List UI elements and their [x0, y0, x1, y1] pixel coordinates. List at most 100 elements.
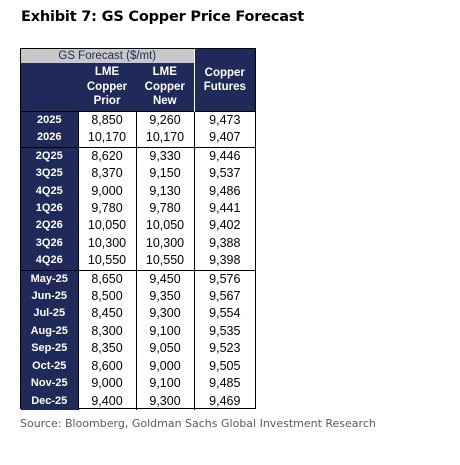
row-label: Sep-25 [21, 340, 78, 358]
forecast-table-body: 2025 8,850 9,260 9,473 2026 10,170 10,170 9,407… [21, 111, 256, 410]
lme-prior-value: 8,650 [77, 269, 136, 289]
lme-prior-value: 8,450 [77, 305, 136, 323]
row-label: 4Q25 [21, 182, 78, 201]
table-row: 2026 10,170 10,170 9,407 [21, 129, 256, 148]
lme-prior-value: 10,300 [77, 234, 136, 253]
lme-prior-value: 9,000 [77, 182, 136, 201]
lme-new-value: 9,130 [135, 182, 195, 201]
futures-value: 9,469 [193, 392, 256, 410]
futures-value: 9,441 [193, 200, 256, 218]
table-row: Nov-25 9,000 9,100 9,485 [21, 375, 256, 393]
futures-value: 9,576 [193, 269, 256, 289]
forecast-table: GS Forecast ($/mt) Copper Futures LME Co… [21, 49, 256, 410]
lme-new-value: 10,170 [135, 129, 195, 148]
lme-new-value: 9,330 [135, 146, 195, 166]
futures-value: 9,398 [193, 252, 256, 271]
futures-value: 9,523 [193, 340, 256, 358]
futures-value: 9,388 [193, 234, 256, 253]
table-row: Dec-25 9,400 9,300 9,469 [21, 392, 256, 410]
table-row: Sep-25 8,350 9,050 9,523 [21, 340, 256, 358]
lme-prior-value: 10,170 [77, 129, 136, 148]
futures-value: 9,567 [193, 288, 256, 306]
row-label: 3Q25 [21, 165, 78, 183]
lme-new-value: 9,000 [135, 357, 195, 376]
futures-value: 9,535 [193, 322, 256, 341]
futures-header-line-1: Copper [204, 66, 245, 79]
table-row: 2025 8,850 9,260 9,473 [21, 111, 256, 130]
table-row: 3Q26 10,300 10,300 9,388 [21, 234, 256, 253]
row-label: 3Q26 [21, 234, 78, 253]
forecast-table-container: GS Forecast ($/mt) Copper Futures LME Co… [20, 48, 256, 410]
lme-new-value: 10,550 [135, 252, 195, 271]
gs-forecast-group-header: GS Forecast ($/mt) [21, 49, 195, 63]
lme-new-value: 9,300 [135, 305, 195, 323]
lme-prior-value: 8,600 [77, 357, 136, 376]
lme-prior-value: 9,400 [77, 392, 136, 410]
table-row: Aug-25 8,300 9,100 9,535 [21, 322, 256, 341]
table-row: 1Q26 9,780 9,780 9,441 [21, 200, 256, 218]
row-label: 2Q26 [21, 217, 78, 235]
futures-value: 9,446 [193, 146, 256, 166]
row-label: Jun-25 [21, 288, 78, 306]
futures-value: 9,486 [193, 182, 256, 201]
row-label: 2Q25 [21, 146, 78, 166]
header-corner [21, 63, 78, 112]
lme-new-value: 9,050 [135, 340, 195, 358]
lme-prior-value: 9,000 [77, 375, 136, 393]
new-header-line-1: LME [152, 66, 177, 79]
lme-prior-value: 10,550 [77, 252, 136, 271]
futures-value: 9,473 [193, 111, 256, 130]
source-note: Source: Bloomberg, Goldman Sachs Global … [20, 417, 376, 430]
row-label: 4Q26 [21, 252, 78, 271]
table-row: 2Q25 8,620 9,330 9,446 [21, 146, 256, 166]
table-row: 4Q26 10,550 10,550 9,398 [21, 252, 256, 271]
lme-prior-value: 9,780 [77, 200, 136, 218]
copper-futures-header: Copper Futures [193, 49, 256, 112]
lme-new-value: 10,300 [135, 234, 195, 253]
row-label: 2026 [21, 129, 78, 148]
table-row: 2Q26 10,050 10,050 9,402 [21, 217, 256, 235]
prior-header-line-2: Copper [86, 80, 128, 93]
lme-prior-value: 8,300 [77, 322, 136, 341]
lme-prior-value: 10,050 [77, 217, 136, 235]
row-label: Aug-25 [21, 322, 78, 341]
lme-new-value: 9,150 [135, 165, 195, 183]
lme-new-value: 9,450 [135, 269, 195, 289]
futures-value: 9,485 [193, 375, 256, 393]
table-row: 4Q25 9,000 9,130 9,486 [21, 182, 256, 201]
row-label: Nov-25 [21, 375, 78, 393]
lme-new-value: 9,780 [135, 200, 195, 218]
table-row: Oct-25 8,600 9,000 9,505 [21, 357, 256, 376]
row-label: 2025 [21, 111, 78, 130]
table-row: Jun-25 8,500 9,350 9,567 [21, 288, 256, 306]
table-row: May-25 8,650 9,450 9,576 [21, 269, 256, 289]
row-label: 1Q26 [21, 200, 78, 218]
table-row: Jul-25 8,450 9,300 9,554 [21, 305, 256, 323]
futures-value: 9,402 [193, 217, 256, 235]
new-header-line-3: New [152, 95, 177, 108]
lme-copper-prior-header: LME Copper Prior [78, 63, 136, 112]
prior-header-line-1: LME [94, 66, 120, 79]
row-label: May-25 [21, 269, 78, 289]
new-header-line-2: Copper [144, 80, 185, 93]
lme-prior-value: 8,350 [77, 340, 136, 358]
lme-new-value: 9,100 [135, 322, 195, 341]
table-row: 3Q25 8,370 9,150 9,537 [21, 165, 256, 183]
row-label: Jul-25 [21, 305, 78, 323]
lme-new-value: 9,100 [135, 375, 195, 393]
lme-new-value: 10,050 [135, 217, 195, 235]
lme-new-value: 9,300 [135, 392, 195, 410]
row-label: Oct-25 [21, 357, 78, 376]
exhibit-title: Exhibit 7: GS Copper Price Forecast [21, 9, 305, 25]
lme-prior-value: 8,850 [77, 111, 136, 130]
lme-prior-value: 8,620 [77, 146, 136, 166]
prior-header-line-3: Prior [93, 95, 121, 108]
lme-prior-value: 8,370 [77, 165, 136, 183]
lme-copper-new-header: LME Copper New [136, 63, 195, 112]
futures-value: 9,554 [193, 305, 256, 323]
lme-prior-value: 8,500 [77, 288, 136, 306]
futures-header-line-2: Futures [203, 81, 246, 93]
futures-value: 9,537 [193, 165, 256, 183]
futures-value: 9,407 [193, 129, 256, 148]
lme-new-value: 9,260 [135, 111, 195, 130]
